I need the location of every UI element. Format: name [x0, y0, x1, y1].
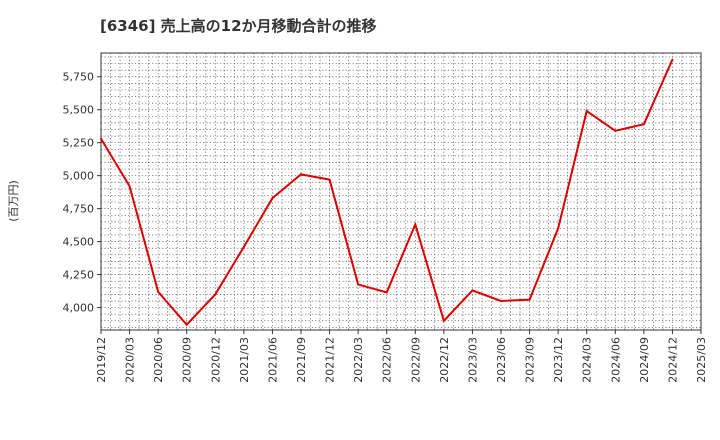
data-point — [442, 319, 445, 322]
data-point — [328, 178, 331, 181]
x-tick-label: 2022/03 — [352, 337, 365, 383]
x-tick-label: 2020/09 — [181, 337, 194, 383]
x-tick-label: 2020/12 — [209, 337, 222, 383]
data-point — [671, 58, 674, 61]
data-point — [500, 299, 502, 302]
data-point — [385, 291, 388, 294]
data-point — [242, 245, 245, 248]
x-tick-label: 2022/06 — [381, 337, 394, 383]
x-tick-label: 2020/03 — [124, 337, 137, 383]
y-tick-label: 4,750 — [63, 203, 95, 216]
y-tick-labels: 4,000 4,250 4,500 4,750 5,000 5,250 5,500 5,750 — [63, 71, 95, 315]
x-tick-label: 2021/06 — [266, 337, 279, 383]
grid — [100, 53, 702, 330]
data-point — [471, 289, 474, 292]
x-tick-label: 2023/03 — [466, 337, 479, 383]
data-point — [642, 123, 645, 126]
data-point — [271, 197, 274, 200]
plot-border — [100, 52, 702, 331]
data-point — [100, 137, 102, 140]
series — [100, 58, 674, 327]
data-point — [414, 223, 417, 226]
x-tick-label: 2023/09 — [524, 337, 537, 383]
x-tick-label: 2024/12 — [666, 337, 679, 383]
y-tick-label: 5,250 — [63, 137, 95, 150]
x-tick-label: 2025/03 — [695, 337, 708, 383]
x-tick-label: 2024/09 — [638, 337, 651, 383]
x-tick-label: 2022/09 — [409, 337, 422, 383]
y-tick-label: 5,000 — [63, 170, 95, 183]
data-point — [528, 298, 531, 301]
x-tick-labels: 2019/12 2020/03 2020/06 2020/09 2020/12 2021/… — [95, 337, 708, 383]
data-point — [157, 290, 160, 293]
data-point — [614, 129, 617, 132]
axes — [97, 52, 702, 334]
data-point — [128, 185, 131, 188]
y-tick-label: 5,750 — [63, 71, 95, 84]
x-tick-label: 2020/06 — [152, 337, 165, 383]
y-tick-label: 5,500 — [63, 104, 95, 117]
x-tick-label: 2021/12 — [324, 337, 337, 383]
chart-title: [6346] 売上高の12か月移動合計の推移 — [100, 17, 377, 35]
data-point — [557, 227, 560, 230]
x-tick-label: 2023/12 — [552, 337, 565, 383]
y-tick-label: 4,000 — [63, 302, 95, 315]
data-point — [585, 110, 588, 113]
x-tick-label: 2023/06 — [495, 337, 508, 383]
x-tick-label: 2019/12 — [95, 337, 108, 383]
x-tick-label: 2022/12 — [438, 337, 451, 383]
data-point — [300, 173, 302, 176]
x-tick-label: 2021/03 — [238, 337, 251, 383]
data-point — [357, 283, 360, 286]
x-tick-label: 2024/06 — [609, 337, 622, 383]
y-axis-label: (百万円) — [7, 180, 20, 222]
data-point — [185, 323, 188, 326]
x-tick-label: 2024/03 — [581, 337, 594, 383]
y-tick-label: 4,500 — [63, 236, 95, 249]
x-tick-label: 2021/09 — [295, 337, 308, 383]
y-tick-label: 4,250 — [63, 269, 95, 282]
data-point — [214, 293, 217, 296]
